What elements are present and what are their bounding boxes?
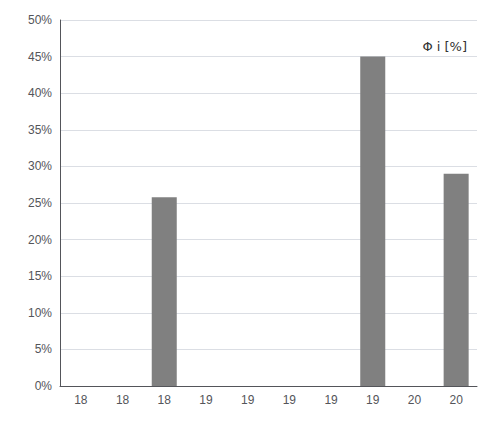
svg-text:18: 18	[116, 393, 130, 407]
svg-text:40%: 40%	[28, 86, 52, 100]
svg-text:45%: 45%	[28, 50, 52, 64]
svg-text:10%: 10%	[28, 306, 52, 320]
svg-text:19: 19	[366, 393, 380, 407]
svg-text:19: 19	[241, 393, 255, 407]
svg-text:19: 19	[199, 393, 213, 407]
svg-text:18: 18	[158, 393, 172, 407]
svg-text:19: 19	[324, 393, 338, 407]
svg-text:20: 20	[449, 393, 463, 407]
svg-text:15%: 15%	[28, 269, 52, 283]
svg-text:5%: 5%	[35, 342, 53, 356]
svg-text:50%: 50%	[28, 13, 52, 27]
svg-text:20%: 20%	[28, 233, 52, 247]
svg-text:Φ i [%]: Φ i [%]	[422, 39, 467, 54]
svg-text:19: 19	[283, 393, 297, 407]
svg-text:35%: 35%	[28, 123, 52, 137]
svg-text:0%: 0%	[35, 379, 53, 393]
svg-text:25%: 25%	[28, 196, 52, 210]
svg-text:18: 18	[74, 393, 88, 407]
svg-text:30%: 30%	[28, 159, 52, 173]
svg-text:20: 20	[408, 393, 422, 407]
